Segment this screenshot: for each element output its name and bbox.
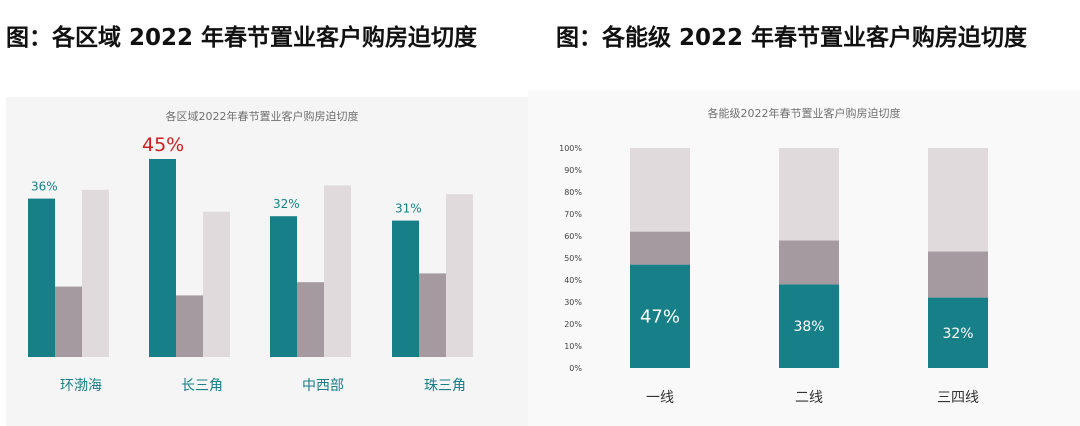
y-tick-label-3: 30%: [564, 298, 582, 307]
region-chart: 各区域2022年春节置业客户购房迫切度 36% 环渤海 45% 长三角 32% 中西部 31%…: [28, 109, 473, 394]
left-heading: 图：各区域 2022 年春节置业客户购房迫切度: [6, 25, 478, 51]
data-label-2: 38%: [793, 319, 824, 335]
region-chart-panel: 各区域2022年春节置业客户购房迫切度 36% 环渤海 45% 长三角 32% 中西部 31%…: [6, 97, 528, 426]
segment-1-1: [630, 264, 690, 368]
bar-1-1: [28, 198, 55, 357]
chart-title: 各能级2022年春节置业客户购房迫切度: [708, 106, 901, 120]
segment-2-1: [630, 231, 690, 265]
data-label-1: 47%: [640, 306, 680, 327]
category-label-2: 二线: [795, 390, 823, 406]
bar-2-3: [297, 282, 324, 357]
category-label-4: 珠三角: [424, 378, 466, 394]
bar-3-2: [203, 211, 230, 357]
y-tick-label-7: 70%: [564, 210, 582, 219]
right-heading: 图：各能级 2022 年春节置业客户购房迫切度: [556, 25, 1028, 51]
segment-3-1: [630, 148, 690, 232]
y-tick-label-2: 20%: [564, 320, 582, 329]
bar-2-1: [55, 286, 82, 357]
data-label-1: 36%: [31, 180, 58, 194]
category-label-1: 环渤海: [60, 378, 102, 394]
chart-title: 各区域2022年春节置业客户购房迫切度: [166, 109, 359, 123]
y-tick-label-4: 40%: [564, 276, 582, 285]
data-label-4: 31%: [395, 202, 422, 216]
bar-1-4: [392, 220, 419, 357]
y-tick-label-6: 60%: [564, 232, 582, 241]
segment-3-3: [928, 148, 988, 252]
bar-3-1: [82, 189, 109, 357]
bar-1-3: [270, 216, 297, 357]
y-tick-label-0: 0%: [569, 364, 582, 373]
y-tick-label-10: 100%: [559, 144, 582, 153]
y-tick-label-8: 80%: [564, 188, 582, 197]
bar-3-4: [446, 194, 473, 357]
segment-2-2: [779, 240, 839, 285]
y-tick-label-5: 50%: [564, 254, 582, 263]
tier-chart-panel: 各能级2022年春节置业客户购房迫切度 0% 10% 20% 30% 40% 50% 60% 7…: [528, 90, 1080, 426]
category-label-3: 中西部: [302, 378, 344, 394]
tier-chart: 各能级2022年春节置业客户购房迫切度 0% 10% 20% 30% 40% 50% 60% 7…: [559, 106, 988, 406]
category-label-1: 一线: [646, 390, 674, 406]
segment-1-2: [779, 284, 839, 368]
bar-1-2: [149, 159, 176, 357]
bar-3-3: [324, 185, 351, 357]
y-tick-label-1: 10%: [564, 342, 582, 351]
segment-2-3: [928, 251, 988, 298]
segment-3-2: [779, 148, 839, 241]
category-label-3: 三四线: [937, 390, 979, 406]
data-label-2: 45%: [142, 134, 184, 156]
category-label-2: 长三角: [181, 378, 223, 394]
segment-1-3: [928, 297, 988, 368]
data-label-3: 32%: [273, 197, 300, 211]
bar-2-4: [419, 273, 446, 357]
data-label-3: 32%: [942, 326, 973, 342]
y-tick-label-9: 90%: [564, 166, 582, 175]
bar-2-2: [176, 295, 203, 357]
